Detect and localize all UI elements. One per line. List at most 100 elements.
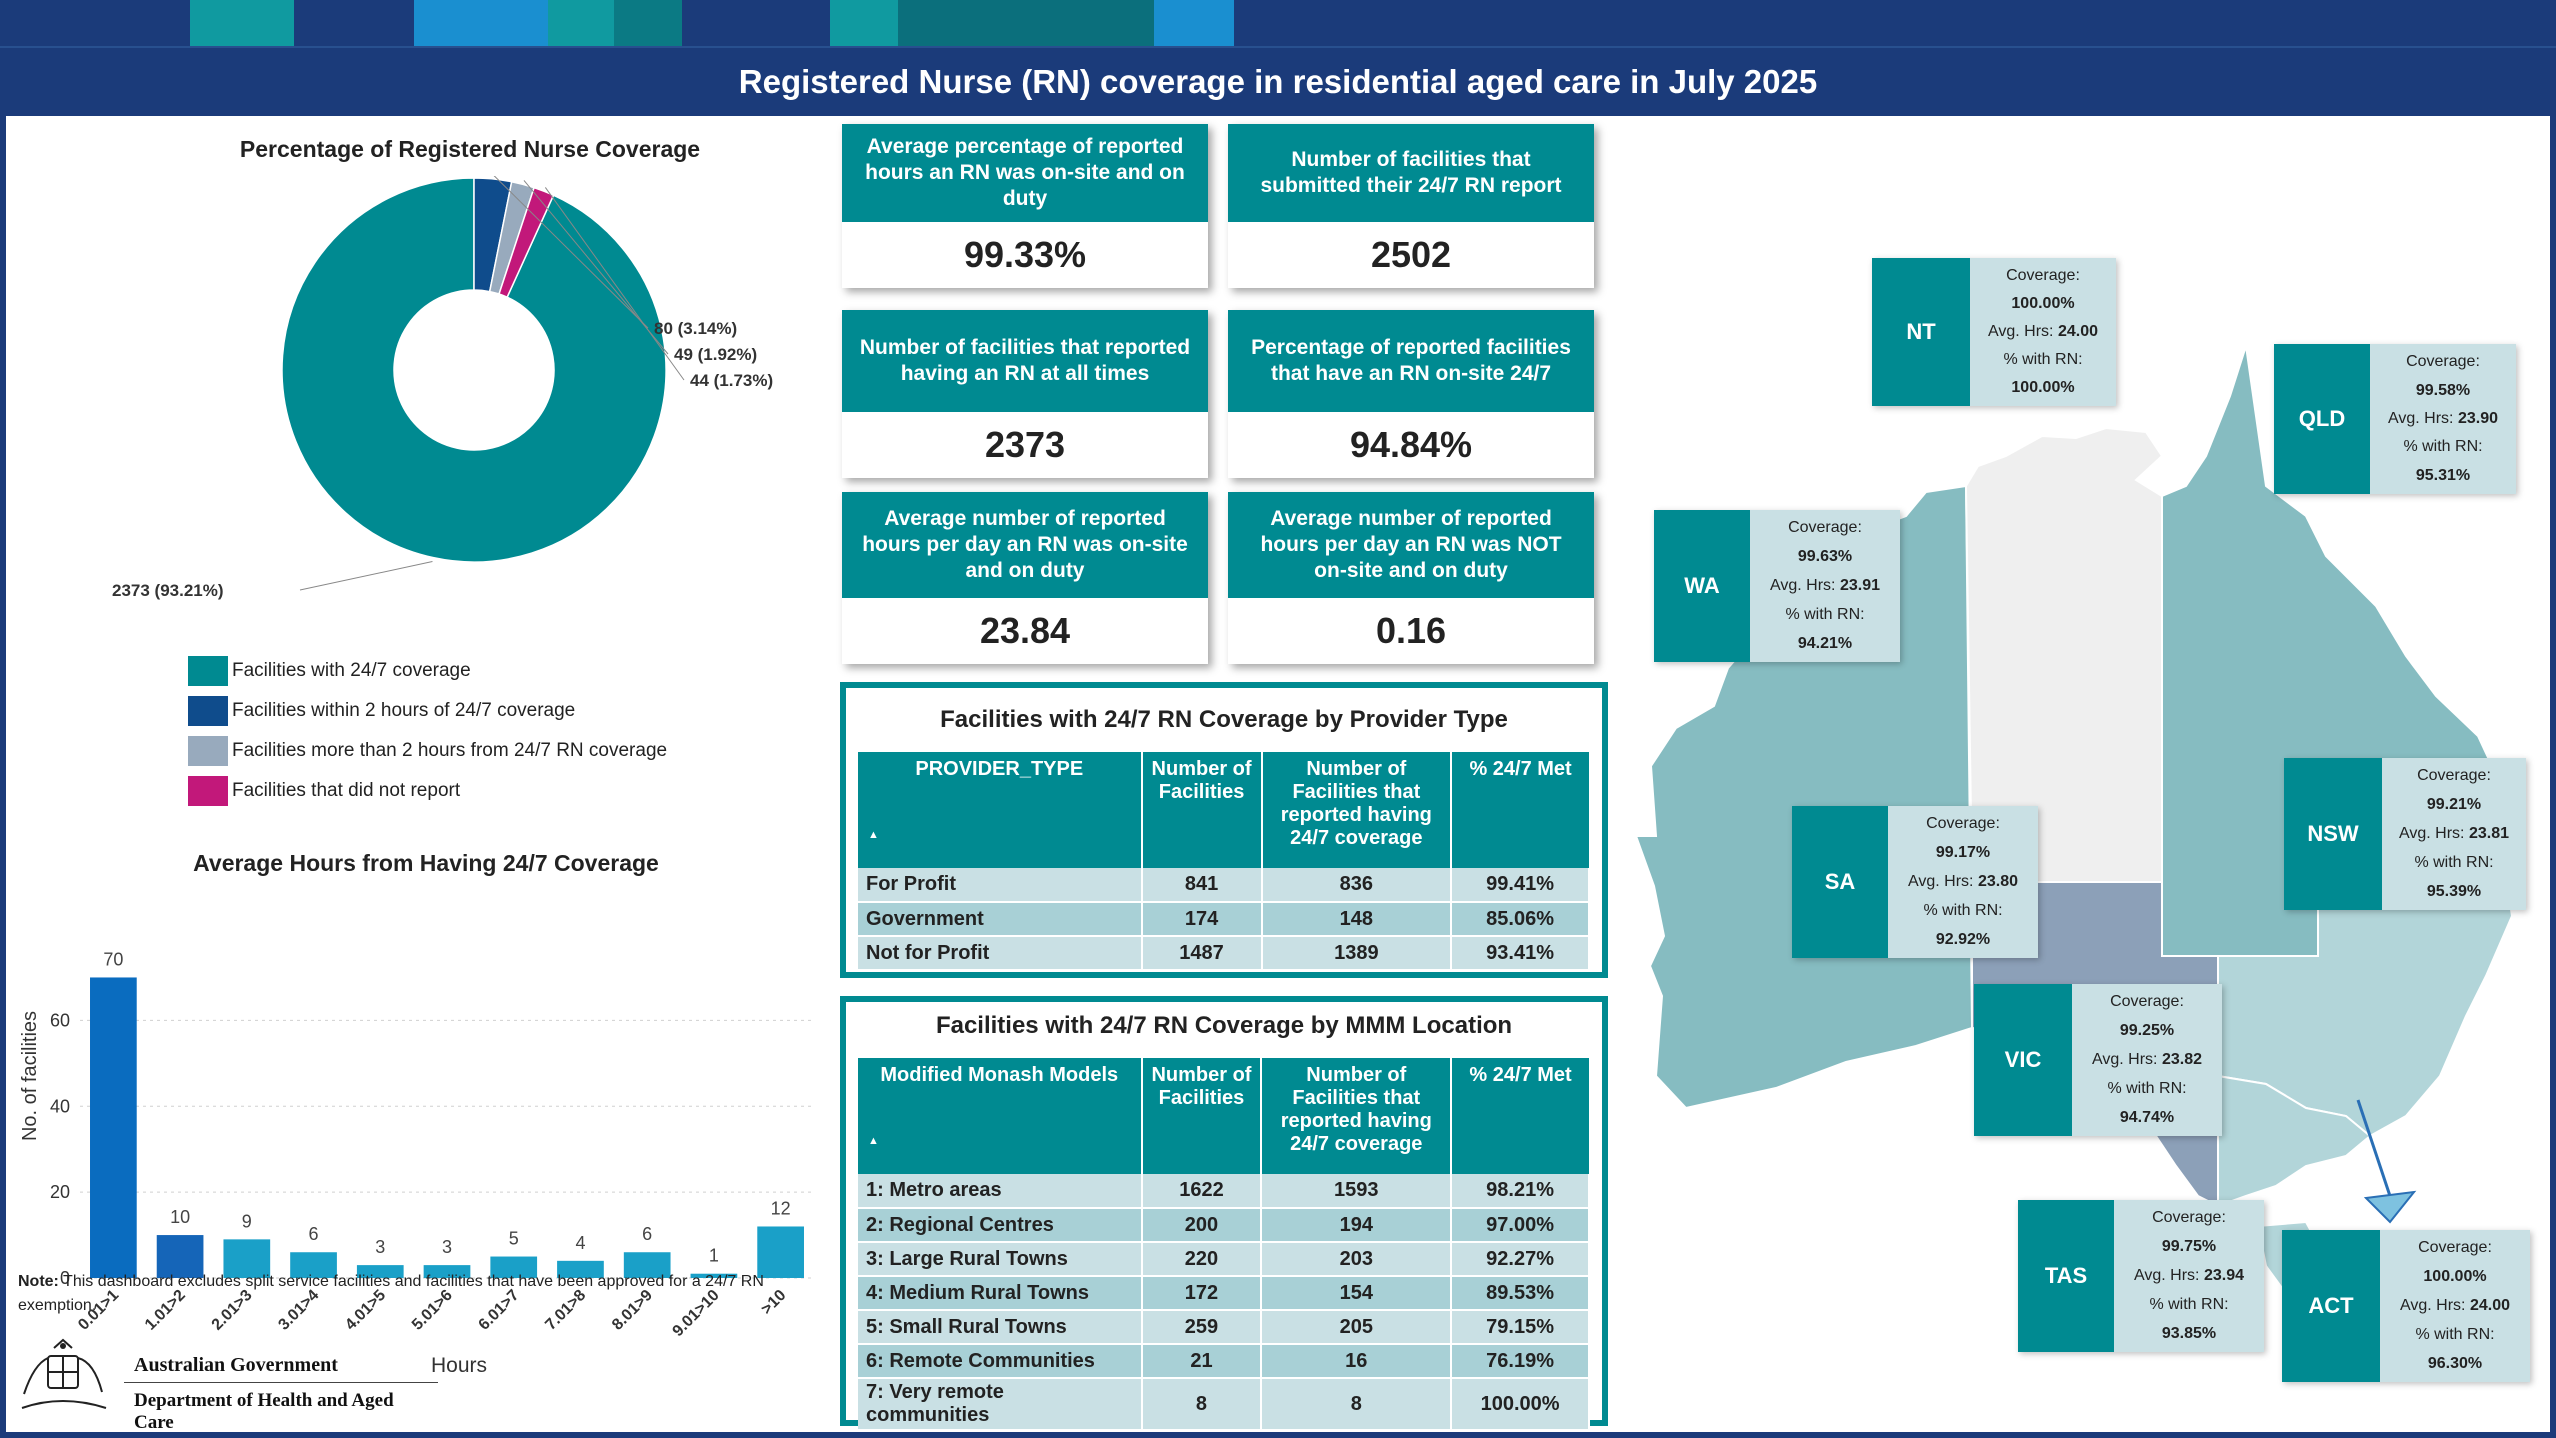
kpi-value: 2502 xyxy=(1370,234,1452,275)
state-code: SA xyxy=(1792,806,1888,958)
page-title: Registered Nurse (RN) coverage in reside… xyxy=(0,46,2556,116)
bar-value-label: 70 xyxy=(103,949,123,969)
state-box-vic[interactable]: VIC Coverage: 99.25% Avg. Hrs: 23.82 % w… xyxy=(1974,984,2222,1136)
table-row: 6: Remote Communities 21 16 76.19% xyxy=(858,1344,1590,1379)
column-header[interactable]: Number of Facilities that reported havin… xyxy=(1261,752,1453,868)
state-code: NSW xyxy=(2284,758,2382,910)
state-box-nt[interactable]: NT Coverage: 100.00% Avg. Hrs: 24.00 % w… xyxy=(1872,258,2116,406)
donut-slice[interactable] xyxy=(281,177,667,563)
column-header[interactable]: PROVIDER_TYPE ▲ xyxy=(858,752,1143,868)
strip-block xyxy=(614,0,682,46)
state-box-sa[interactable]: SA Coverage: 99.17% Avg. Hrs: 23.80 % wi… xyxy=(1792,806,2038,958)
coverage-value: 99.25% xyxy=(2119,1022,2175,1040)
hours-label: Avg. Hrs: xyxy=(1988,323,2054,340)
bar[interactable] xyxy=(623,1252,671,1278)
hours-value: 23.81 xyxy=(2468,824,2509,842)
y-tick-label: 0 xyxy=(60,1268,70,1288)
kpi-value: 2373 xyxy=(984,424,1066,465)
table-cell: 203 xyxy=(1261,1242,1453,1277)
bar[interactable] xyxy=(356,1265,404,1278)
coverage-label: Coverage: xyxy=(2417,767,2491,785)
bar[interactable] xyxy=(223,1239,271,1278)
sort-ascending-icon[interactable]: ▲ xyxy=(868,829,879,841)
donut-data-label: 80 (3.14%) xyxy=(654,319,737,338)
sort-area: ▲ xyxy=(864,781,1135,841)
coverage-value: 99.63% xyxy=(1797,548,1853,566)
table-row: 7: Very remote communities 8 8 100.00% xyxy=(858,1378,1590,1431)
kpi-card-pct-rn-onsite: Percentage of reported facilities that h… xyxy=(1228,310,1594,478)
table-row: 1: Metro areas 1622 1593 98.21% xyxy=(858,1174,1590,1209)
rn-value: 94.74% xyxy=(2119,1108,2175,1126)
rn-value: 96.30% xyxy=(2427,1354,2483,1372)
column-header[interactable]: Number of Facilities xyxy=(1141,1058,1263,1174)
hours-label: Avg. Hrs: xyxy=(2388,409,2454,427)
rn-label: % with RN: xyxy=(2003,351,2083,368)
hours-value: 23.80 xyxy=(1977,872,2018,890)
table-cell: 85.06% xyxy=(1451,902,1590,937)
bar[interactable] xyxy=(490,1256,538,1278)
bar-chart-title: Average Hours from Having 24/7 Coverage xyxy=(193,850,659,876)
coverage-value: 99.75% xyxy=(2161,1238,2217,1256)
bar[interactable] xyxy=(90,977,137,1278)
rn-label: % with RN: xyxy=(2149,1295,2229,1313)
column-header[interactable]: % 24/7 Met xyxy=(1451,1058,1589,1174)
table-cell: 259 xyxy=(1141,1310,1263,1345)
table-cell: 92.27% xyxy=(1451,1242,1590,1277)
sort-ascending-icon[interactable]: ▲ xyxy=(868,1135,879,1147)
rn-value: 100.00% xyxy=(2011,379,2075,396)
rn-value: 94.21% xyxy=(1797,634,1853,652)
provider-table-panel: Facilities with 24/7 RN Coverage by Prov… xyxy=(840,682,1608,978)
state-box-tas[interactable]: TAS Coverage: 99.75% Avg. Hrs: 23.94 % w… xyxy=(2018,1200,2264,1352)
legend-label: Facilities that did not report xyxy=(232,780,461,801)
legend-item-over-2h: Facilities more than 2 hours from 24/7 R… xyxy=(188,736,667,766)
table-cell: Government xyxy=(858,902,1143,937)
leader-line xyxy=(299,561,433,591)
table-cell: 220 xyxy=(1141,1242,1263,1277)
legend-swatch xyxy=(188,776,228,806)
bar[interactable] xyxy=(757,1226,804,1278)
hours-label: Avg. Hrs: xyxy=(1908,872,1974,890)
table-cell: 200 xyxy=(1141,1208,1263,1243)
state-box-nsw[interactable]: NSW Coverage: 99.21% Avg. Hrs: 23.81 % w… xyxy=(2284,758,2526,910)
table-cell: 205 xyxy=(1261,1310,1453,1345)
bar[interactable] xyxy=(690,1273,738,1278)
bar-value-label: 6 xyxy=(642,1224,652,1244)
coverage-value: 100.00% xyxy=(2423,1268,2487,1286)
table-row: For Profit 841 836 99.41% xyxy=(858,868,1590,903)
bar-value-label: 1 xyxy=(709,1246,719,1266)
sort-area: ▲ xyxy=(864,1087,1135,1147)
table-cell: 1622 xyxy=(1141,1174,1263,1209)
coverage-label: Coverage: xyxy=(1788,519,1862,537)
column-header[interactable]: % 24/7 Met xyxy=(1451,752,1589,868)
hours-label: Avg. Hrs: xyxy=(2399,824,2465,842)
column-header[interactable]: Number of Facilities xyxy=(1141,752,1263,868)
state-stats: Coverage: 99.58% Avg. Hrs: 23.90 % with … xyxy=(2370,344,2516,494)
table-row: Not for Profit 1487 1389 93.41% xyxy=(858,936,1590,971)
table-cell: 7: Very remote communities xyxy=(858,1378,1143,1431)
state-stats: Coverage: 99.25% Avg. Hrs: 23.82 % with … xyxy=(2072,984,2222,1136)
state-box-qld[interactable]: QLD Coverage: 99.58% Avg. Hrs: 23.90 % w… xyxy=(2274,344,2516,494)
table-header-row: PROVIDER_TYPE ▲ Number of Facilities Num… xyxy=(858,752,1589,868)
hours-value: 23.91 xyxy=(1839,576,1880,594)
donut-slice[interactable] xyxy=(498,186,555,299)
donut-data-label: 44 (1.73%) xyxy=(690,371,773,390)
donut-title: Percentage of Registered Nurse Coverage xyxy=(239,136,701,162)
kpi-label: Number of facilities that submitted thei… xyxy=(1228,124,1594,222)
column-header[interactable]: Number of Facilities that reported havin… xyxy=(1261,1058,1453,1174)
bar[interactable] xyxy=(290,1252,337,1278)
bar[interactable] xyxy=(423,1265,471,1278)
state-code: TAS xyxy=(2018,1200,2114,1352)
legend-item-coverage: Facilities with 24/7 coverage xyxy=(188,656,471,686)
map-region-vic[interactable] xyxy=(2217,1074,2372,1208)
state-box-act[interactable]: ACT Coverage: 100.00% Avg. Hrs: 24.00 % … xyxy=(2282,1230,2530,1382)
rn-label: % with RN: xyxy=(2107,1079,2187,1097)
state-box-wa[interactable]: WA Coverage: 99.63% Avg. Hrs: 23.91 % wi… xyxy=(1654,510,1900,662)
donut-data-label: 49 (1.92%) xyxy=(674,345,757,364)
bar[interactable] xyxy=(156,1235,204,1278)
coverage-label: Coverage: xyxy=(2152,1209,2226,1227)
coverage-value: 99.58% xyxy=(2415,381,2471,399)
hours-value: 23.90 xyxy=(2457,409,2498,427)
bar[interactable] xyxy=(557,1260,604,1278)
column-header[interactable]: Modified Monash Models ▲ xyxy=(858,1058,1143,1174)
